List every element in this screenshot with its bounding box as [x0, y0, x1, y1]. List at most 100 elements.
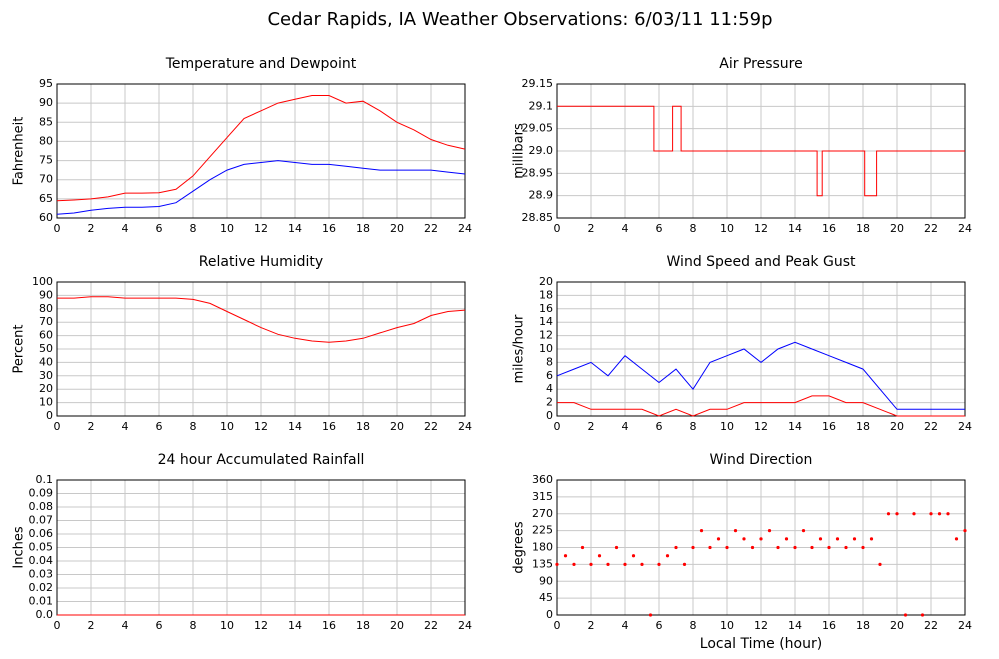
y-tick-label: 90 [539, 574, 553, 587]
data-point [708, 545, 712, 550]
x-tick-label: 20 [390, 619, 404, 632]
chart-title: Wind Direction [710, 452, 813, 468]
page-title: Cedar Rapids, IA Weather Observations: 6… [267, 9, 772, 30]
x-tick-label: 0 [554, 420, 561, 433]
data-point [750, 545, 755, 550]
y-tick-label: 6 [546, 369, 553, 382]
x-tick-label: 14 [288, 222, 302, 235]
data-point [937, 512, 942, 516]
y-tick-label: 10 [539, 342, 553, 355]
y-tick-label: 95 [39, 77, 53, 90]
x-tick-label: 10 [720, 222, 734, 235]
y-tick-label: 0 [546, 409, 553, 422]
y-tick-label: 29.0 [529, 144, 554, 157]
y-tick-label: 135 [532, 557, 553, 570]
y-tick-label: 20 [539, 275, 553, 288]
y-tick-label: 75 [39, 154, 53, 167]
x-tick-label: 18 [356, 619, 370, 632]
data-point [606, 562, 610, 566]
y-tick-label: 0 [546, 608, 553, 621]
y-tick-label: 0.1 [36, 473, 54, 486]
chart-title: 24 hour Accumulated Rainfall [158, 452, 365, 468]
data-point [784, 537, 789, 541]
y-tick-label: 4 [546, 382, 553, 395]
x-tick-label: 6 [656, 222, 663, 235]
data-point [623, 562, 627, 566]
x-tick-label: 18 [856, 420, 870, 433]
x-tick-label: 12 [754, 420, 768, 433]
x-tick-label: 14 [788, 619, 802, 632]
data-point [674, 545, 678, 550]
x-tick-label: 22 [424, 222, 438, 235]
x-tick-label: 2 [88, 619, 95, 632]
data-point [640, 562, 644, 566]
data-point [869, 537, 874, 541]
y-tick-label: 2 [546, 396, 553, 409]
y-tick-label: 85 [39, 115, 53, 128]
y-axis-label: miles/hour [512, 314, 527, 383]
data-point [691, 545, 695, 550]
data-point [886, 512, 891, 516]
data-point [759, 537, 763, 541]
y-tick-label: 0.09 [29, 487, 54, 500]
x-tick-label: 6 [156, 420, 163, 433]
x-tick-label: 4 [122, 420, 129, 433]
x-tick-label: 0 [554, 619, 561, 632]
x-tick-label: 16 [322, 420, 336, 433]
data-point [682, 562, 687, 566]
x-tick-label: 24 [458, 222, 472, 235]
data-point [895, 512, 899, 516]
y-tick-label: 0 [46, 409, 53, 422]
y-tick-label: 50 [39, 342, 53, 355]
data-point [572, 562, 576, 566]
y-tick-label: 225 [532, 524, 553, 537]
y-tick-label: 28.85 [522, 211, 554, 224]
y-tick-label: 45 [539, 591, 553, 604]
data-point [861, 545, 865, 550]
data-point [648, 613, 653, 617]
data-point [555, 562, 559, 566]
x-tick-label: 20 [890, 619, 904, 632]
x-tick-label: 8 [690, 619, 697, 632]
y-tick-label: 16 [539, 302, 553, 315]
data-point [852, 537, 857, 541]
x-tick-label: 2 [588, 420, 595, 433]
y-axis-label: Percent [12, 325, 27, 374]
data-point [946, 512, 950, 516]
data-point [657, 562, 661, 566]
x-tick-label: 6 [656, 420, 663, 433]
y-tick-label: 315 [532, 490, 553, 503]
x-tick-label: 16 [322, 619, 336, 632]
x-tick-label: 14 [288, 619, 302, 632]
data-point [699, 529, 704, 533]
data-line [557, 395, 965, 417]
data-point [827, 545, 831, 550]
x-tick-label: 4 [622, 222, 629, 235]
data-line [56, 160, 466, 215]
y-tick-label: 70 [39, 315, 53, 328]
y-tick-label: 8 [546, 355, 553, 368]
x-tick-label: 0 [554, 222, 561, 235]
x-tick-label: 6 [156, 222, 163, 235]
data-point [733, 529, 738, 533]
x-tick-label: 8 [190, 619, 197, 632]
x-tick-label: 2 [88, 420, 95, 433]
data-point [844, 545, 848, 550]
y-tick-label: 180 [532, 541, 553, 554]
x-tick-label: 12 [254, 222, 268, 235]
y-tick-label: 29.05 [522, 122, 554, 135]
y-tick-label: 40 [39, 355, 53, 368]
x-tick-label: 4 [622, 420, 629, 433]
x-tick-label: 8 [190, 222, 197, 235]
x-tick-label: 16 [822, 619, 836, 632]
x-tick-label: 8 [690, 222, 697, 235]
data-line [556, 341, 965, 410]
x-tick-label: 6 [156, 619, 163, 632]
chart-title: Relative Humidity [199, 254, 323, 270]
data-point [716, 537, 721, 541]
data-point [920, 613, 925, 617]
data-point [810, 545, 814, 550]
data-point [929, 512, 933, 516]
y-axis-label: degrees [512, 521, 527, 574]
x-tick-label: 24 [958, 420, 972, 433]
